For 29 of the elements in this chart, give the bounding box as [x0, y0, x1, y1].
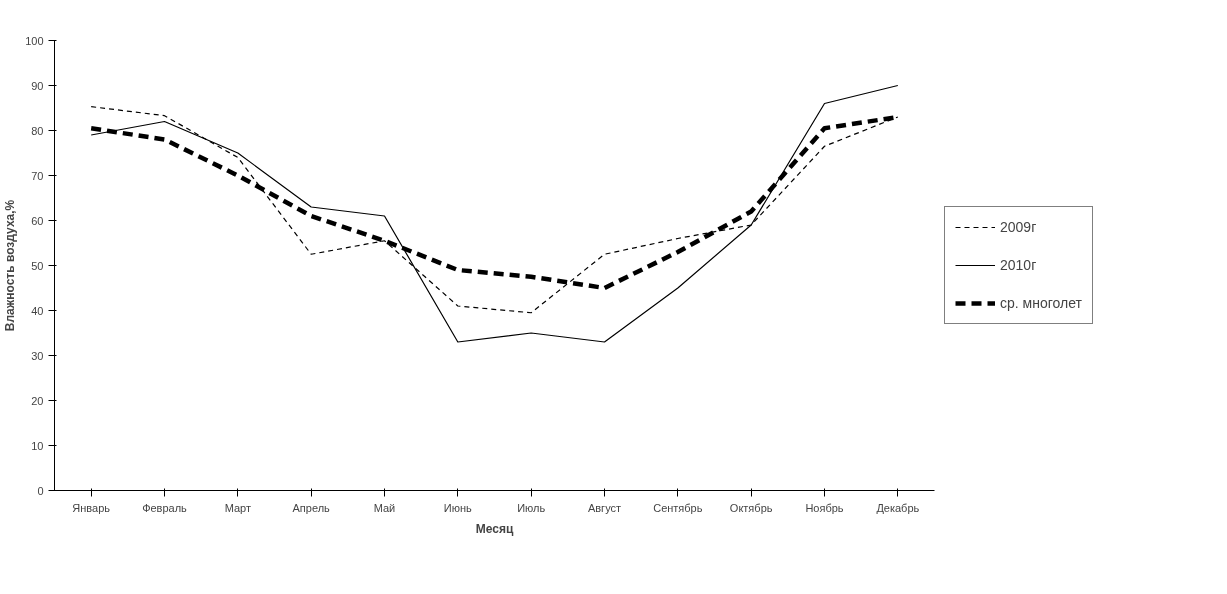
x-tick-label: Март [224, 501, 251, 514]
x-tick-label: Ноябрь [805, 501, 844, 514]
x-tick-label: Январь [72, 501, 111, 514]
x-tick-label: Июнь [443, 501, 473, 514]
x-tick-label: Сентябрь [653, 501, 703, 514]
x-tick-label: Апрель [292, 501, 331, 514]
line-series [90, 84, 899, 343]
y-tick-label: 20 [31, 394, 44, 407]
y-tick-label: 60 [31, 214, 44, 227]
legend-label: 2009г [1000, 219, 1037, 235]
y-tick-label: 80 [31, 124, 44, 137]
y-axis-title: Влажность воздуха,% [3, 199, 18, 332]
x-tick-label: Май [373, 501, 396, 514]
y-tick-label: 0 [37, 484, 44, 497]
y-tick-label: 100 [25, 34, 44, 47]
y-tick-label: 40 [31, 304, 44, 317]
y-tick-label: 10 [31, 439, 44, 452]
x-tick-label: Февраль [142, 501, 188, 514]
x-axis-title: Месяц [475, 521, 514, 536]
y-tick-label: 90 [31, 79, 44, 92]
x-tick-label: Декабрь [876, 501, 920, 514]
y-tick-label: 50 [31, 259, 44, 272]
x-tick-label: Август [587, 501, 622, 514]
y-tick-label: 30 [31, 349, 44, 362]
x-tick-label: Октябрь [729, 501, 773, 514]
legend-label: 2010г [1000, 257, 1037, 273]
y-tick-label: 70 [31, 169, 44, 182]
legend-label: ср. многолет [1000, 295, 1082, 311]
x-tick-label: Июль [517, 501, 546, 514]
